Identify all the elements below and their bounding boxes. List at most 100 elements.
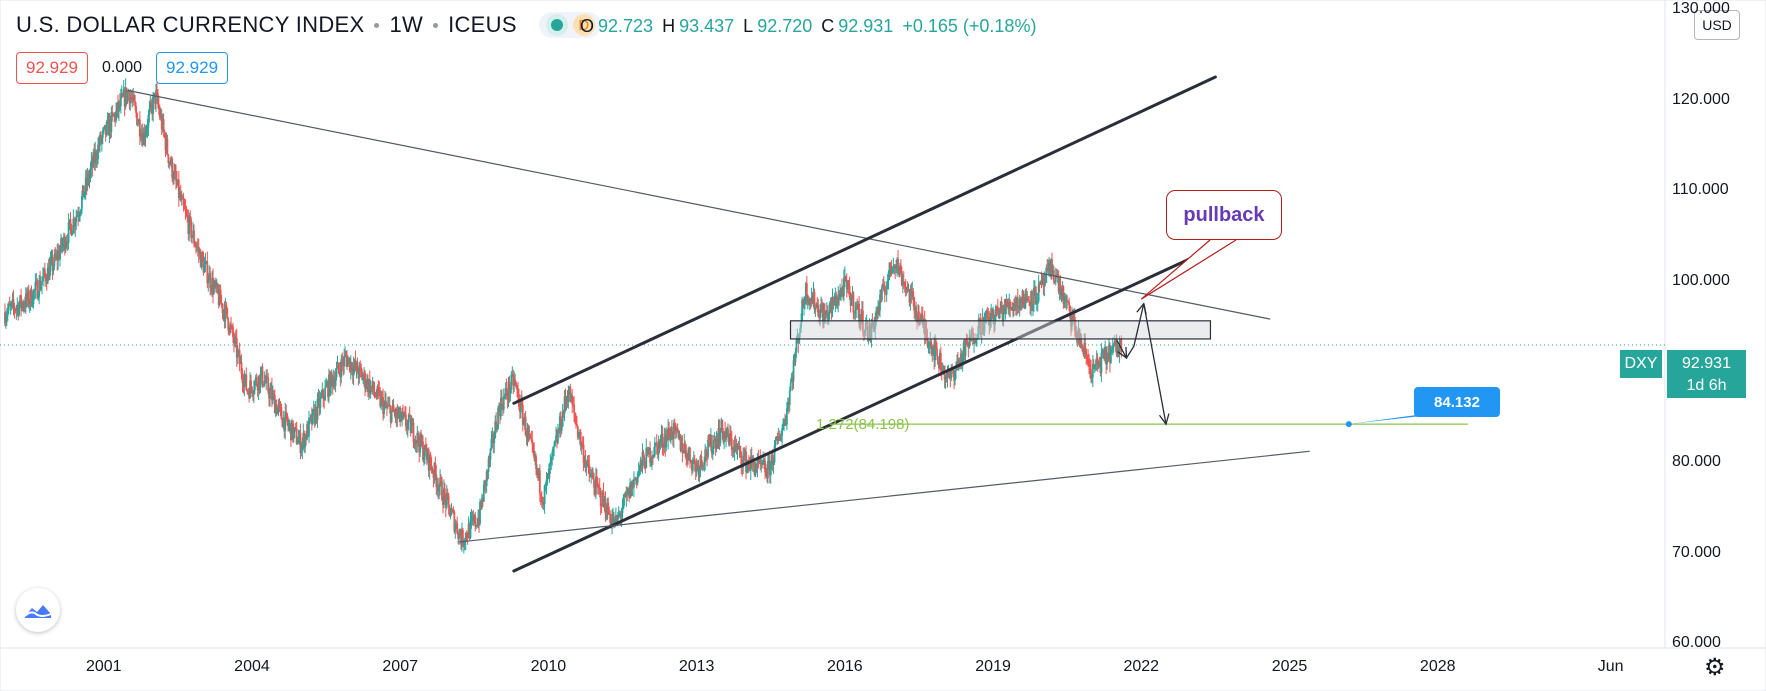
candle-body <box>298 432 301 439</box>
candle-body <box>1076 331 1079 339</box>
candle-body <box>850 298 853 306</box>
drawings[interactable] <box>127 75 1468 573</box>
candle-body <box>162 119 165 132</box>
candle-body <box>174 170 176 172</box>
candle-body <box>802 300 804 307</box>
candle-body <box>720 419 723 432</box>
candle-body <box>237 350 240 352</box>
candle-body <box>233 337 235 344</box>
candle-body <box>492 434 495 444</box>
candle-body <box>25 293 28 301</box>
candle-body <box>923 320 926 335</box>
candle-body <box>856 304 859 309</box>
candle-body <box>1059 284 1062 297</box>
candle-body <box>155 90 157 104</box>
market-status-pill[interactable]: D <box>538 12 601 38</box>
interval[interactable]: 1W <box>389 12 424 37</box>
candle-body <box>69 219 72 226</box>
candle-body <box>1004 307 1007 315</box>
candle-body <box>1104 346 1107 360</box>
pullback-note[interactable]: pullback <box>1166 190 1282 240</box>
candle-body <box>729 433 732 439</box>
candle-body <box>805 283 808 302</box>
candle-body <box>230 324 232 327</box>
candle-body <box>641 452 644 466</box>
projection-arrowhead <box>1117 346 1128 360</box>
candle-body <box>565 399 568 403</box>
candle-body <box>895 267 898 270</box>
candle-body <box>49 260 52 266</box>
candle-body <box>986 311 989 317</box>
candle-body <box>399 407 402 422</box>
candle-body <box>579 432 582 447</box>
candle-body <box>554 440 556 446</box>
candle-body <box>111 112 114 115</box>
price-tick-label: 70.000 <box>1672 543 1721 561</box>
target-price-callout[interactable]: 84.132 <box>1414 387 1500 417</box>
candle-body <box>760 462 763 465</box>
candle-body <box>395 409 398 419</box>
candle-body <box>140 133 143 139</box>
exchange[interactable]: ICEUS <box>448 12 517 37</box>
candle-body <box>444 495 447 508</box>
candle-body <box>566 399 569 402</box>
candle-body <box>185 211 188 215</box>
candle-body <box>386 405 389 408</box>
candle-body <box>379 392 382 407</box>
time-tick-label: 2028 <box>1419 658 1456 675</box>
candle-body <box>1045 267 1048 283</box>
candle-body <box>1080 340 1083 346</box>
fib-extension-label[interactable]: 1.272(84.198) <box>816 416 910 433</box>
candle-body <box>1109 345 1111 363</box>
candle-body <box>234 337 237 339</box>
gear-icon[interactable]: ⚙ <box>1704 654 1726 681</box>
candle-body <box>1096 358 1099 366</box>
symbol-header[interactable]: U.S. DOLLAR CURRENCY INDEX 1W ICEUS D <box>16 12 601 38</box>
candle-body <box>814 307 817 310</box>
candle-body <box>979 319 982 335</box>
candle-body <box>731 448 734 451</box>
candle-body <box>957 360 960 363</box>
candle-body <box>86 174 89 186</box>
candle-body <box>766 473 768 479</box>
candle-body <box>251 387 253 394</box>
candle-body <box>832 296 835 306</box>
candle-body <box>980 333 983 335</box>
candle-body <box>36 280 39 299</box>
tradingview-cloud-icon[interactable] <box>16 588 60 632</box>
candle-body <box>779 439 782 441</box>
candle-body <box>418 443 421 453</box>
candle-body <box>417 432 420 444</box>
candle-body <box>664 436 667 448</box>
candle-body <box>702 466 705 468</box>
currency-button[interactable]: USD <box>1694 10 1740 40</box>
candle-body <box>376 386 379 397</box>
candle-body <box>288 425 290 427</box>
candle-body <box>573 404 575 413</box>
candle-body <box>133 95 136 102</box>
buy-button[interactable]: 92.929 <box>156 52 229 84</box>
candle-body <box>207 280 210 284</box>
candle-body <box>1003 308 1006 315</box>
candle-body <box>993 314 995 325</box>
sell-button[interactable]: 92.929 <box>16 52 88 84</box>
delay-badge[interactable]: D <box>572 14 595 36</box>
candle-body <box>924 328 927 335</box>
candle-body <box>423 444 426 457</box>
candle-body <box>925 328 928 337</box>
candle-body <box>669 435 671 441</box>
candle-body <box>250 380 252 388</box>
symbol-name[interactable]: U.S. DOLLAR CURRENCY INDEX <box>16 12 365 37</box>
candle-body <box>918 311 920 325</box>
candle-body <box>962 342 965 354</box>
candle-body <box>716 439 719 447</box>
candle-body <box>248 391 251 399</box>
candle-body <box>578 432 581 437</box>
candle-body <box>188 215 191 234</box>
candle-body <box>265 376 268 383</box>
candle-body <box>873 322 876 329</box>
candle-body <box>341 359 344 364</box>
candle-body <box>523 416 526 422</box>
